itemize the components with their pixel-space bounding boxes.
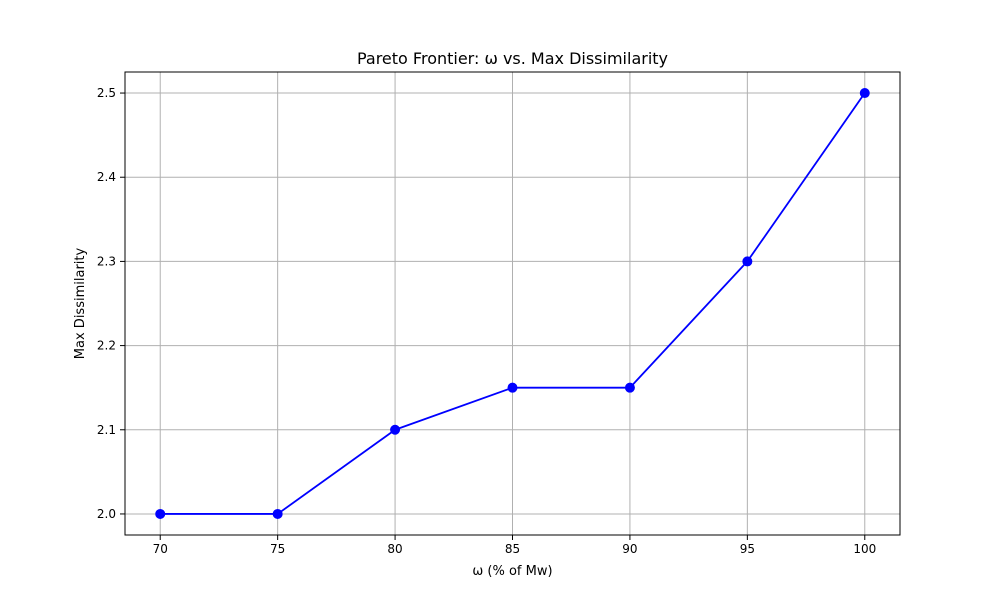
y-tick-label: 2.3 — [97, 254, 116, 268]
x-tick-label: 90 — [622, 542, 637, 556]
data-point — [390, 424, 401, 435]
x-tick-label: 70 — [153, 542, 168, 556]
data-point — [859, 88, 870, 99]
y-tick-label: 2.0 — [97, 507, 116, 521]
y-tick-label: 2.4 — [97, 170, 116, 184]
data-point — [624, 382, 635, 393]
data-point — [155, 508, 166, 519]
x-tick-label: 80 — [387, 542, 402, 556]
y-tick-label: 2.5 — [97, 86, 116, 100]
chart-title: Pareto Frontier: ω vs. Max Dissimilarity — [357, 49, 668, 68]
x-axis-ticks: 70 75 80 85 90 95 100 — [153, 535, 876, 556]
x-tick-label: 85 — [505, 542, 520, 556]
grid-layer — [125, 72, 900, 535]
x-tick-label: 75 — [270, 542, 285, 556]
y-tick-label: 2.2 — [97, 339, 116, 353]
data-point — [507, 382, 518, 393]
y-tick-label: 2.1 — [97, 423, 116, 437]
series-layer — [155, 88, 870, 519]
x-tick-label: 95 — [740, 542, 755, 556]
x-tick-label: 100 — [853, 542, 876, 556]
y-axis-label: Max Dissimilarity — [73, 248, 88, 360]
x-axis-label: ω (% of Mw) — [472, 564, 552, 579]
data-point — [272, 508, 283, 519]
y-axis-ticks: 2.0 2.1 2.2 2.3 2.4 2.5 — [97, 86, 125, 521]
data-point — [742, 256, 753, 267]
